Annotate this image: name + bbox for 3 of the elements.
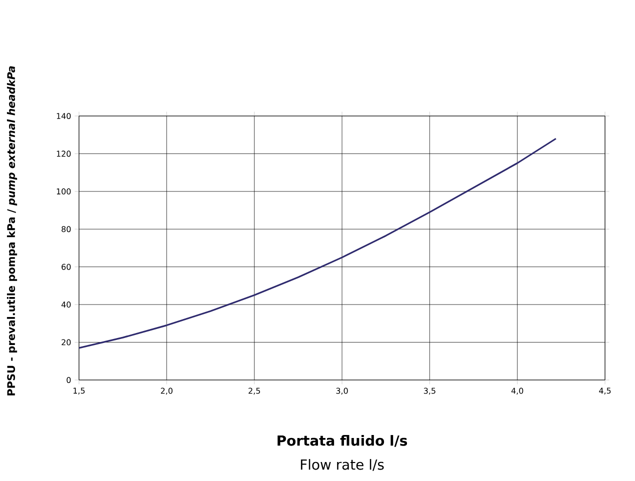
x-axis-title: Portata fluido l/s	[278, 435, 408, 447]
y-axis-title: PPSU - preval.utile pompa kPa / pump external headkPa	[6, 66, 18, 396]
text: Flow rate l/s	[300, 459, 384, 471]
